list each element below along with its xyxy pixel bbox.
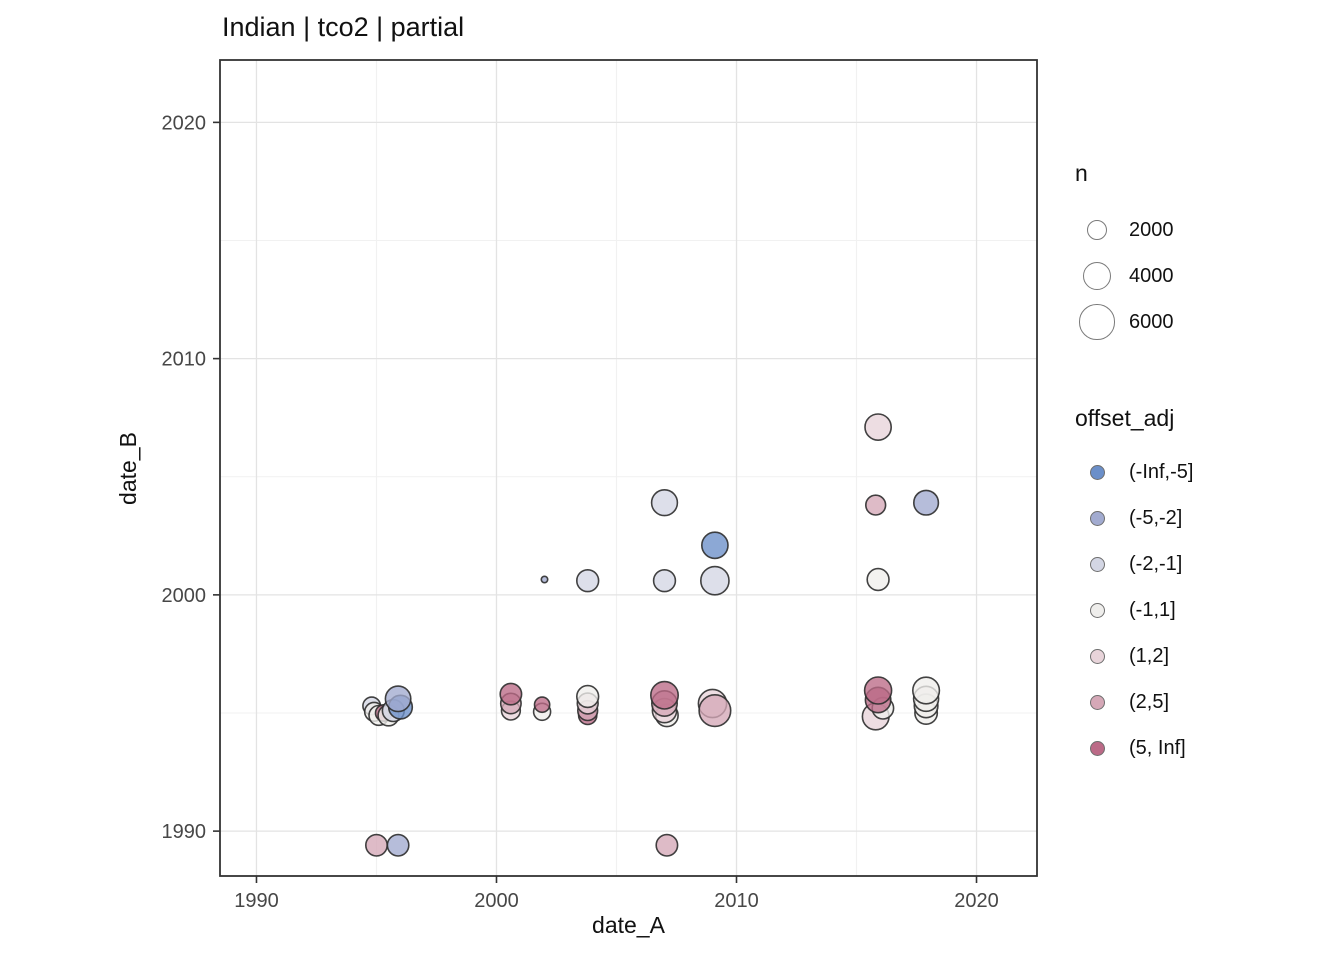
size-circle-icon: [1086, 219, 1108, 241]
y-axis-title: date_B: [114, 431, 141, 505]
color-legend-label: (-2,-1]: [1129, 552, 1183, 575]
color-legend-item: (2,5]: [1075, 679, 1193, 725]
data-point: [386, 833, 410, 857]
data-point: [911, 676, 941, 705]
color-legend-key: [1075, 541, 1119, 587]
color-legend-rows: (-Inf,-5] (-5,-2] (-2,-1] (-1,1] (1,2] (2,5] (…: [1075, 449, 1193, 771]
color-legend-key: [1075, 679, 1119, 725]
size-legend-label: 6000: [1129, 310, 1174, 333]
color-legend-key: [1075, 449, 1119, 495]
y-tick-label: 2010: [162, 349, 207, 371]
color-swatch-icon: [1089, 648, 1105, 664]
color-legend-title: offset_adj: [1075, 405, 1175, 431]
plot-panel: [220, 60, 1037, 876]
data-point: [655, 833, 679, 857]
color-swatch-icon: [1089, 556, 1105, 572]
chart-title: Indian | tco2 | partial: [222, 12, 465, 42]
x-tick-label: 1990: [234, 890, 279, 912]
color-legend-item: (-Inf,-5]: [1075, 449, 1193, 495]
size-legend-key: [1075, 253, 1119, 299]
color-swatch-icon: [1089, 464, 1105, 480]
color-legend-key: [1075, 587, 1119, 633]
data-point: [575, 568, 600, 593]
data-point: [912, 489, 940, 516]
size-legend-key: [1075, 299, 1119, 345]
data-point: [866, 567, 890, 592]
y-axis-title-wrap: date_B: [108, 60, 148, 876]
data-point: [540, 575, 549, 584]
size-legend-item: 4000: [1075, 253, 1174, 299]
size-legend-rows: 2000 4000 6000: [1075, 207, 1174, 345]
data-point: [499, 682, 523, 706]
size-legend-label: 2000: [1129, 218, 1174, 241]
data-point: [364, 833, 388, 857]
size-legend-item: 2000: [1075, 207, 1174, 253]
size-legend-item: 6000: [1075, 299, 1174, 345]
data-point: [698, 693, 732, 728]
plot-svg: 1990 2000 2010 2020 1990 2000 2010 2020: [162, 59, 1038, 912]
size-legend: n 2000 4000 6000: [1075, 158, 1174, 345]
color-legend-label: (-1,1]: [1129, 598, 1176, 621]
y-tick-label: 1990: [162, 821, 207, 843]
color-legend-label: (5, Inf]: [1129, 736, 1186, 759]
data-point: [700, 565, 730, 596]
color-legend-item: (1,2]: [1075, 633, 1193, 679]
x-axis-title: date_A: [592, 912, 665, 938]
y-tick-label: 2020: [162, 112, 207, 134]
color-legend-key: [1075, 725, 1119, 771]
data-point: [864, 413, 893, 442]
size-circle-icon: [1079, 304, 1115, 340]
size-legend-label: 4000: [1129, 264, 1174, 287]
color-swatch-icon: [1089, 510, 1105, 526]
size-legend-title: n: [1075, 160, 1088, 186]
data-point: [533, 696, 551, 714]
data-point: [650, 489, 679, 517]
data-point: [649, 680, 679, 710]
color-legend-item: (-2,-1]: [1075, 541, 1193, 587]
color-legend-item: (-1,1]: [1075, 587, 1193, 633]
data-point: [652, 568, 677, 593]
data-point: [864, 494, 887, 516]
panel-border: [219, 59, 1038, 877]
data-point: [863, 676, 893, 705]
color-swatch-icon: [1089, 694, 1105, 710]
color-legend-label: (-5,-2]: [1129, 506, 1183, 529]
color-swatch-icon: [1089, 602, 1105, 618]
x-tick-label: 2000: [474, 890, 519, 912]
color-legend: offset_adj (-Inf,-5] (-5,-2] (-2,-1] (-1,1]…: [1075, 403, 1193, 771]
data-point: [575, 684, 600, 709]
color-legend-label: (-Inf,-5]: [1129, 460, 1194, 483]
x-tick-label: 2010: [714, 890, 759, 912]
color-legend-label: (2,5]: [1129, 690, 1170, 713]
color-swatch-icon: [1089, 740, 1105, 756]
color-legend-item: (-5,-2]: [1075, 495, 1193, 541]
color-legend-label: (1,2]: [1129, 644, 1170, 667]
size-legend-key: [1075, 207, 1119, 253]
color-legend-item: (5, Inf]: [1075, 725, 1193, 771]
x-tick-label: 2020: [954, 890, 999, 912]
size-circle-icon: [1082, 261, 1112, 291]
data-point: [384, 685, 412, 713]
data-point: [701, 531, 729, 560]
color-legend-key: [1075, 495, 1119, 541]
y-tick-label: 2000: [162, 585, 207, 607]
color-legend-key: [1075, 633, 1119, 679]
